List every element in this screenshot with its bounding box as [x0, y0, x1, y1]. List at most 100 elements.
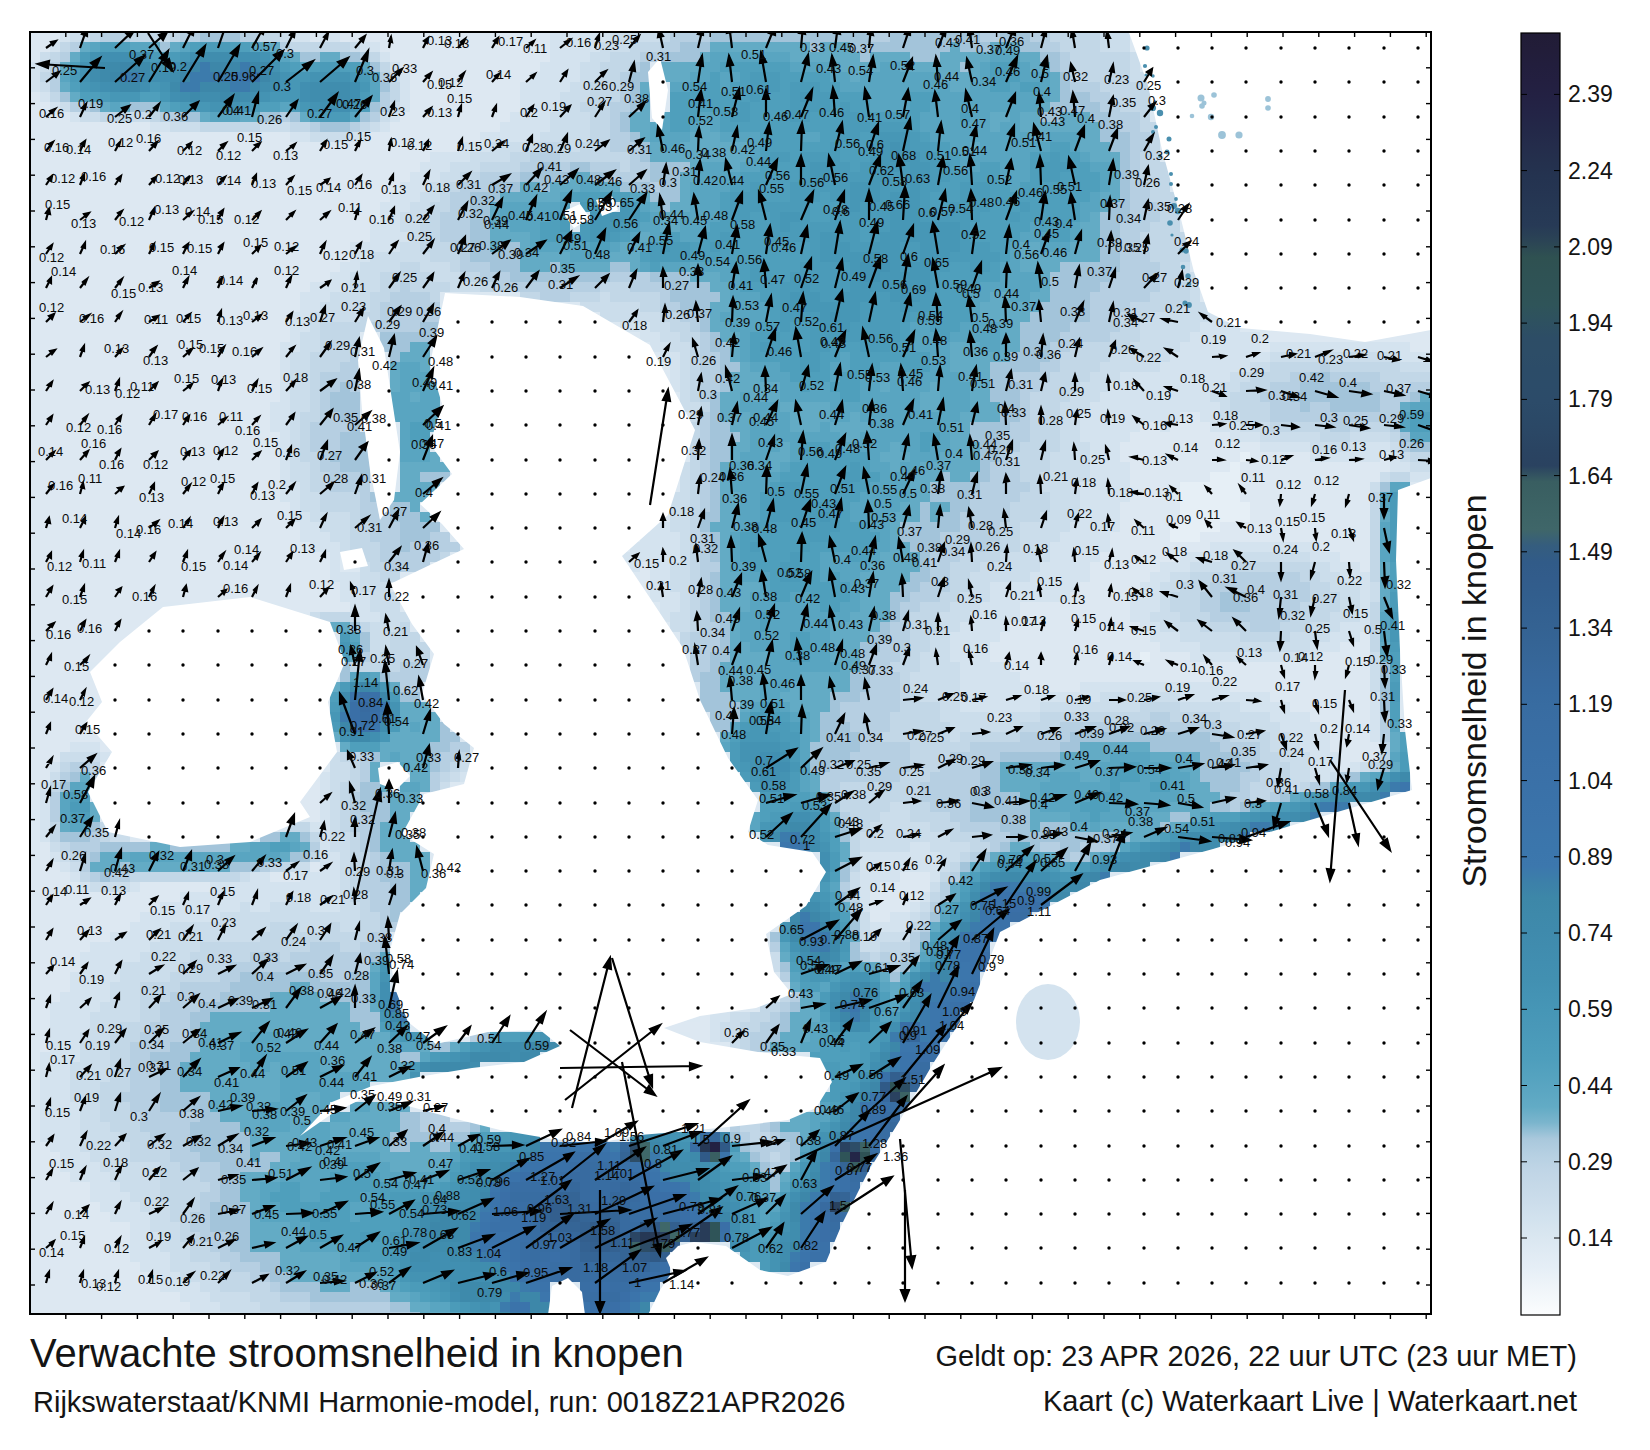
svg-text:0.3: 0.3 — [276, 46, 294, 61]
svg-text:0.12: 0.12 — [96, 1279, 121, 1294]
svg-text:0.26: 0.26 — [180, 1211, 205, 1226]
svg-text:0.51: 0.51 — [1057, 179, 1082, 194]
svg-text:0.17: 0.17 — [498, 34, 523, 49]
svg-text:0.37: 0.37 — [897, 524, 922, 539]
svg-text:0.15: 0.15 — [287, 183, 312, 198]
svg-text:0.27: 0.27 — [106, 1065, 131, 1080]
svg-text:0.14: 0.14 — [216, 173, 241, 188]
svg-text:0.15: 0.15 — [1275, 514, 1300, 529]
svg-text:0.14: 0.14 — [51, 264, 76, 279]
svg-text:0.18: 0.18 — [425, 180, 450, 195]
svg-text:0.33: 0.33 — [207, 951, 232, 966]
svg-text:0.34: 0.34 — [971, 74, 996, 89]
svg-text:0.54: 0.54 — [1164, 821, 1189, 836]
svg-text:0.19: 0.19 — [85, 1038, 110, 1053]
svg-text:0.42: 0.42 — [436, 860, 461, 875]
svg-text:0.31: 0.31 — [1212, 571, 1237, 586]
svg-text:0.17: 0.17 — [961, 690, 986, 705]
svg-text:1.49: 1.49 — [1568, 539, 1613, 565]
svg-text:0.39: 0.39 — [1079, 726, 1104, 741]
svg-text:0.26: 0.26 — [214, 1229, 239, 1244]
svg-text:0.58: 0.58 — [1304, 786, 1329, 801]
svg-text:0.27: 0.27 — [1312, 591, 1337, 606]
svg-text:0.36: 0.36 — [936, 796, 961, 811]
svg-text:0.14: 0.14 — [870, 880, 895, 895]
svg-text:0.42: 0.42 — [414, 696, 439, 711]
svg-text:0.3: 0.3 — [177, 989, 195, 1004]
svg-text:0.26: 0.26 — [724, 1025, 749, 1040]
svg-text:0.22: 0.22 — [200, 1268, 225, 1283]
svg-text:0.32: 0.32 — [681, 443, 706, 458]
svg-text:0.55: 0.55 — [872, 482, 897, 497]
svg-text:0.5: 0.5 — [874, 496, 892, 511]
svg-text:0.51: 0.51 — [926, 148, 951, 163]
svg-text:0.44: 0.44 — [746, 154, 771, 169]
svg-text:1.79: 1.79 — [650, 1236, 675, 1251]
svg-text:0.14: 0.14 — [62, 511, 87, 526]
svg-text:0.65: 0.65 — [779, 922, 804, 937]
svg-text:0.18: 0.18 — [1113, 378, 1138, 393]
svg-text:0.52: 0.52 — [987, 172, 1012, 187]
svg-text:0.35: 0.35 — [1231, 744, 1256, 759]
svg-text:0.32: 0.32 — [693, 541, 718, 556]
svg-text:0.27: 0.27 — [341, 654, 366, 669]
svg-text:0.22: 0.22 — [1136, 350, 1161, 365]
svg-text:0.38: 0.38 — [785, 648, 810, 663]
svg-text:0.51: 0.51 — [760, 696, 785, 711]
svg-text:0.63: 0.63 — [792, 1176, 817, 1191]
svg-text:0.37: 0.37 — [1093, 831, 1118, 846]
svg-text:1.63: 1.63 — [544, 1192, 569, 1207]
svg-text:0.21: 0.21 — [178, 929, 203, 944]
svg-text:0.14: 0.14 — [39, 1245, 64, 1260]
svg-text:0.16: 0.16 — [46, 627, 71, 642]
svg-text:Stroomsnelheid in knopen: Stroomsnelheid in knopen — [1455, 494, 1493, 887]
svg-text:0.27: 0.27 — [317, 448, 342, 463]
svg-text:0.32: 0.32 — [1280, 608, 1305, 623]
svg-text:0.73: 0.73 — [422, 1202, 447, 1217]
svg-text:0.21: 0.21 — [341, 280, 366, 295]
svg-text:0.16: 0.16 — [182, 409, 207, 424]
svg-text:0.25: 0.25 — [1124, 240, 1149, 255]
svg-text:0.18: 0.18 — [1108, 485, 1133, 500]
svg-text:1: 1 — [634, 1275, 641, 1290]
svg-text:0.41: 0.41 — [352, 1069, 377, 1084]
svg-text:0.44: 0.44 — [281, 1224, 306, 1239]
svg-text:0.28: 0.28 — [323, 471, 348, 486]
svg-text:0.38: 0.38 — [336, 622, 361, 637]
svg-text:0.59: 0.59 — [1399, 407, 1424, 422]
svg-text:0.42: 0.42 — [1299, 370, 1324, 385]
svg-text:0.35: 0.35 — [550, 261, 575, 276]
svg-text:0.14: 0.14 — [42, 884, 67, 899]
svg-text:0.16: 0.16 — [97, 422, 122, 437]
svg-text:0.36: 0.36 — [411, 437, 436, 452]
svg-text:0.56: 0.56 — [1014, 247, 1039, 262]
svg-text:0.61: 0.61 — [751, 764, 776, 779]
svg-text:0.15: 0.15 — [210, 884, 235, 899]
svg-text:0.31: 0.31 — [1008, 377, 1033, 392]
svg-text:0.42: 0.42 — [372, 358, 397, 373]
svg-text:0.51: 0.51 — [721, 84, 746, 99]
svg-text:0.2: 0.2 — [134, 107, 152, 122]
svg-text:0.36: 0.36 — [414, 538, 439, 553]
svg-text:0.52: 0.52 — [852, 436, 877, 451]
svg-text:0.29: 0.29 — [375, 317, 400, 332]
svg-text:0.33: 0.33 — [246, 1099, 271, 1114]
svg-text:1.19: 1.19 — [1568, 691, 1613, 717]
svg-text:0.28: 0.28 — [344, 968, 369, 983]
svg-text:0.61: 0.61 — [864, 960, 889, 975]
svg-text:0.48: 0.48 — [721, 727, 746, 742]
svg-text:0.58: 0.58 — [730, 217, 755, 232]
svg-text:0.13: 0.13 — [1142, 453, 1167, 468]
svg-text:0.24: 0.24 — [575, 136, 600, 151]
svg-text:1.01: 1.01 — [609, 1166, 634, 1181]
svg-text:0.33: 0.33 — [679, 264, 704, 279]
svg-text:0.13: 0.13 — [290, 541, 315, 556]
svg-text:0.44: 0.44 — [1103, 742, 1128, 757]
svg-text:0.26: 0.26 — [493, 280, 518, 295]
svg-text:0.13: 0.13 — [104, 341, 129, 356]
svg-text:0.37: 0.37 — [687, 306, 712, 321]
svg-text:0.41: 0.41 — [826, 730, 851, 745]
svg-text:0.38: 0.38 — [401, 825, 426, 840]
svg-text:0.48: 0.48 — [922, 333, 947, 348]
svg-text:0.25: 0.25 — [919, 730, 944, 745]
